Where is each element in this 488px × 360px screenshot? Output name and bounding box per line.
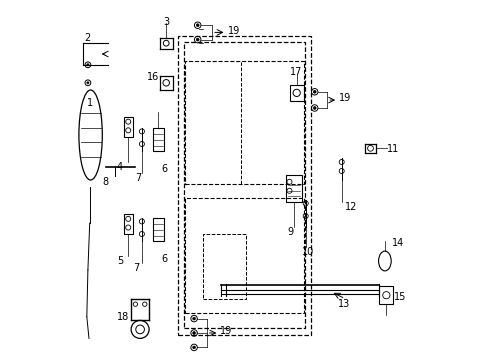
Text: 4: 4 bbox=[117, 162, 122, 172]
Circle shape bbox=[87, 82, 89, 84]
Text: 15: 15 bbox=[393, 292, 406, 302]
Text: 7: 7 bbox=[134, 173, 141, 183]
Circle shape bbox=[192, 346, 195, 349]
Circle shape bbox=[87, 64, 89, 66]
Bar bbox=[152, 128, 163, 151]
Bar bbox=[289, 85, 303, 101]
Circle shape bbox=[192, 317, 195, 320]
Bar bbox=[152, 218, 163, 241]
Bar bbox=[203, 234, 246, 299]
Text: 18: 18 bbox=[117, 312, 129, 322]
Text: 11: 11 bbox=[386, 144, 399, 154]
Text: 12: 12 bbox=[345, 202, 357, 212]
Circle shape bbox=[313, 90, 316, 93]
Circle shape bbox=[313, 107, 316, 109]
Circle shape bbox=[196, 24, 199, 27]
Bar bbox=[185, 61, 303, 184]
Text: 1: 1 bbox=[87, 98, 93, 108]
Text: 13: 13 bbox=[337, 299, 349, 309]
Circle shape bbox=[192, 332, 195, 334]
Bar bbox=[285, 175, 302, 202]
Text: 3: 3 bbox=[163, 17, 169, 27]
Text: 19: 19 bbox=[339, 93, 351, 103]
Text: 10: 10 bbox=[302, 247, 314, 257]
Bar bbox=[123, 117, 133, 137]
Text: 5: 5 bbox=[117, 256, 122, 266]
Text: 6: 6 bbox=[162, 164, 167, 174]
Text: 19: 19 bbox=[228, 26, 240, 36]
Text: 2: 2 bbox=[84, 33, 90, 43]
Text: 14: 14 bbox=[391, 238, 404, 248]
Bar bbox=[184, 42, 304, 328]
Bar bbox=[379, 286, 392, 304]
Text: 19: 19 bbox=[220, 326, 232, 336]
Bar bbox=[123, 214, 133, 234]
Text: 7: 7 bbox=[133, 263, 139, 273]
Text: 9: 9 bbox=[287, 227, 293, 237]
Text: 16: 16 bbox=[147, 72, 159, 82]
Text: 8: 8 bbox=[102, 177, 108, 187]
Bar bbox=[185, 198, 303, 313]
Text: 17: 17 bbox=[289, 67, 301, 77]
Circle shape bbox=[196, 38, 199, 41]
Text: 6: 6 bbox=[162, 254, 167, 264]
Bar bbox=[178, 36, 310, 335]
